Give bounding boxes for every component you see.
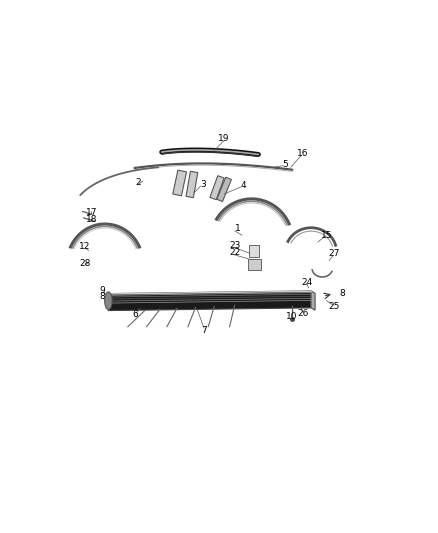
Text: 1: 1 bbox=[234, 224, 240, 233]
Text: 9: 9 bbox=[99, 286, 105, 295]
Text: 27: 27 bbox=[328, 249, 339, 259]
Bar bbox=[173, 170, 187, 196]
Text: 3: 3 bbox=[200, 181, 206, 189]
Text: 19: 19 bbox=[218, 134, 230, 143]
Bar bbox=[249, 245, 259, 257]
Text: 8: 8 bbox=[99, 293, 105, 302]
Text: 23: 23 bbox=[229, 241, 240, 250]
Text: 12: 12 bbox=[79, 241, 90, 251]
Text: 8: 8 bbox=[340, 289, 346, 298]
Polygon shape bbox=[108, 291, 311, 311]
Text: 7: 7 bbox=[201, 326, 207, 335]
Bar bbox=[186, 171, 198, 198]
Bar bbox=[248, 259, 261, 270]
Bar bbox=[210, 176, 224, 200]
Text: 10: 10 bbox=[286, 312, 297, 321]
Polygon shape bbox=[311, 291, 315, 310]
Text: 18: 18 bbox=[86, 215, 97, 224]
Text: 22: 22 bbox=[229, 248, 240, 257]
Ellipse shape bbox=[105, 292, 112, 310]
Text: 16: 16 bbox=[297, 149, 308, 158]
Text: 24: 24 bbox=[301, 278, 312, 287]
Text: 15: 15 bbox=[321, 231, 332, 240]
Text: 5: 5 bbox=[283, 160, 289, 169]
Text: 4: 4 bbox=[240, 182, 246, 190]
Text: 17: 17 bbox=[86, 208, 97, 216]
Text: 2: 2 bbox=[135, 178, 141, 187]
Bar bbox=[217, 177, 231, 201]
Text: 6: 6 bbox=[133, 311, 138, 319]
Text: 28: 28 bbox=[79, 259, 90, 268]
Text: 26: 26 bbox=[297, 309, 308, 318]
Text: 25: 25 bbox=[328, 302, 339, 311]
